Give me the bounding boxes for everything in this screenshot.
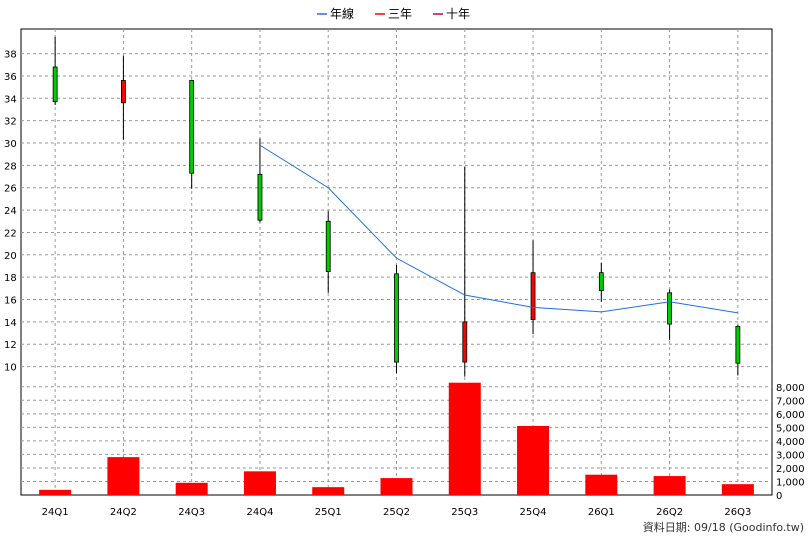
volume-bar	[653, 476, 686, 495]
legend-label: 年線	[330, 6, 354, 21]
x-tick-label: 24Q4	[246, 507, 273, 518]
candle-body	[189, 80, 195, 174]
candle-body	[257, 173, 263, 221]
price-tick-label: 18	[4, 273, 17, 284]
volume-tick-label: 0	[776, 491, 782, 502]
legend-label: 三年	[388, 7, 412, 21]
legend: 年線 三年 十年	[317, 6, 470, 21]
x-tick-label: 26Q2	[656, 507, 683, 518]
volume-tick-label: 1,000	[776, 477, 805, 488]
grid	[21, 29, 772, 495]
volume-tick-label: 4,000	[776, 437, 805, 448]
volume-bar	[39, 489, 72, 495]
volume-tick-label: 7,000	[776, 396, 805, 407]
price-tick-label: 34	[4, 94, 17, 105]
price-tick-label: 22	[4, 228, 17, 239]
price-tick-label: 16	[4, 296, 17, 307]
price-tick-label: 12	[4, 340, 17, 351]
volume-bar	[517, 426, 550, 495]
volume-bars	[39, 382, 754, 495]
x-tick-label: 25Q3	[451, 507, 478, 518]
legend-label: 十年	[446, 7, 470, 21]
price-tick-label: 30	[4, 139, 17, 150]
x-tick-label: 25Q1	[315, 507, 342, 518]
source-label: 資料日期: 09/18 (Goodinfo.tw)	[643, 520, 804, 534]
x-tick-label: 24Q2	[110, 507, 137, 518]
volume-bar	[243, 471, 276, 495]
price-tick-label: 10	[4, 363, 17, 374]
volume-tick-label: 8,000	[776, 383, 805, 394]
candle-body	[462, 321, 468, 363]
volume-bar	[175, 482, 208, 495]
price-tick-label: 38	[4, 50, 17, 61]
volume-tick-label: 6,000	[776, 410, 805, 421]
moving-average-lines	[259, 144, 738, 314]
x-axis: 24Q1 24Q2 24Q3 24Q4 25Q1 25Q2 25Q3 25Q4 26Q1 26Q2…	[42, 507, 752, 518]
price-tick-label: 32	[4, 117, 17, 128]
x-tick-label: 25Q4	[520, 507, 547, 518]
candle-body	[394, 273, 399, 363]
price-axis: 10 12 14 16 18 20 22 24 26 28 30 32 34 36 38	[4, 50, 17, 374]
price-tick-label: 20	[4, 251, 17, 262]
price-tick-label: 26	[4, 184, 17, 195]
x-tick-label: 25Q2	[383, 507, 410, 518]
candle-body	[667, 292, 672, 325]
volume-tick-label: 5,000	[776, 423, 805, 434]
volume-bar	[380, 478, 413, 495]
volume-bar	[585, 474, 618, 495]
volume-axis: 0 1,000 2,000 3,000 4,000 5,000 6,000 7,000 8,00…	[776, 383, 805, 502]
volume-bar	[721, 484, 754, 495]
volume-bar	[448, 382, 481, 495]
candle-body	[530, 272, 536, 321]
price-tick-label: 28	[4, 161, 17, 172]
volume-bar	[107, 457, 140, 495]
price-tick-label: 36	[4, 72, 17, 83]
volume-tick-label: 2,000	[776, 464, 805, 475]
x-tick-label: 24Q1	[42, 507, 69, 518]
candle-body	[735, 325, 741, 364]
candle-body	[325, 220, 331, 272]
x-tick-label: 24Q3	[178, 507, 205, 518]
line-series	[259, 144, 738, 314]
x-tick-label: 26Q1	[588, 507, 615, 518]
x-tick-label: 26Q3	[724, 507, 751, 518]
candle-body	[52, 66, 58, 103]
price-tick-label: 14	[4, 318, 17, 329]
plot-frame	[20, 28, 773, 496]
candle-body	[121, 80, 126, 104]
volume-bar	[312, 487, 345, 495]
volume-tick-label: 3,000	[776, 450, 805, 461]
candle-body	[598, 272, 604, 291]
price-tick-label: 24	[4, 206, 17, 217]
candles	[52, 36, 741, 377]
